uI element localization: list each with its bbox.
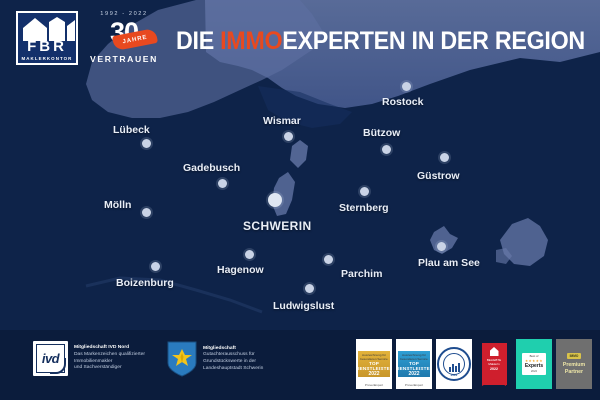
city-dot-icon [150, 261, 160, 271]
anniversary-years: 1992 - 2022 [100, 11, 148, 17]
badge-inner-card: Best of ★★★★★ Experts 2022 [521, 353, 547, 375]
brand-logo-block: FBR MAKLERKONTOR 1992 - 2022 30 JAHRE VE… [16, 10, 161, 66]
badge-caption: IMMO [566, 353, 582, 360]
city-label: Ludwigslust [273, 300, 335, 312]
membership-ivd-text: Mitgliedschaft IVD Nord Das Markenzeiche… [74, 345, 145, 371]
city-label: Güstrow [417, 170, 460, 182]
fbr-subtitle: MAKLERKONTOR [21, 56, 73, 61]
membership-gutachter-line-1: Gutachterausschuss für [203, 352, 255, 358]
city-label: SCHWERIN [243, 219, 312, 233]
ribbon-shape: BELIEBTE Maklerin 2022 [481, 343, 507, 386]
membership-ivd-line-1: Das Markenzeichen qualifizierter [74, 351, 145, 357]
city-label: Wismar [263, 115, 301, 127]
city-label: Lübeck [113, 124, 150, 136]
anniversary-badge: 1992 - 2022 30 JAHRE VERTRAUEN [87, 10, 161, 66]
headline-accent: IMMO [220, 27, 283, 55]
lake-mueritz [500, 218, 548, 266]
lake-kleine-mueritz [496, 248, 512, 264]
fbr-letters: FBR [27, 38, 67, 55]
building-roof-icon [23, 17, 75, 41]
city-dot-icon [141, 138, 151, 148]
badge-caption: Auszeichnung für besonderen Service [360, 352, 388, 361]
river-elbe [85, 276, 263, 314]
badge-source: ProvenExpert [364, 383, 384, 387]
city-dot-icon [401, 81, 411, 91]
award-badge-ribbon[interactable]: BELIEBTE Maklerin 2022 [476, 339, 512, 389]
lake-wismar-bucht [290, 140, 308, 168]
city-dot-icon [217, 178, 227, 188]
membership-ivd-title: Mitgliedschaft IVD Nord [74, 345, 130, 351]
badge-year: 2022 [408, 371, 420, 378]
city-label: Hagenow [217, 264, 264, 276]
city-label: Plau am See [418, 257, 480, 269]
headline-pre: DIE [176, 27, 221, 55]
membership-gutachter-line-3: Landeshauptstadt Schwerin [203, 365, 264, 371]
chart-bars-icon [448, 363, 460, 372]
seal-icon: 2022 [437, 347, 471, 381]
badge-band [358, 351, 390, 377]
city-dot-icon [439, 152, 449, 162]
badge-title: Premium Partner [562, 362, 586, 375]
membership-gutachter-line-2: Grundstückswerte in der [203, 359, 257, 364]
schwerin-crest-icon [167, 341, 197, 377]
star-rating-icon: ★★★★★ [524, 358, 544, 363]
award-badge-blue[interactable]: Auszeichnung für besonderen Service TOP DIE… [396, 339, 432, 389]
membership-gutachter-title: Mitgliedschaft [203, 345, 236, 351]
badge-caption: Best of [529, 354, 539, 359]
membership-ivd: ivd Mitgliedschaft IVD Nord Das Markenze… [33, 341, 145, 376]
city-dot-icon [283, 131, 293, 141]
fbr-maklerkontor-logo: FBR MAKLERKONTOR [16, 11, 78, 65]
award-badge-grey[interactable]: IMMO Premium Partner [556, 339, 592, 389]
badge-title: Experts [524, 362, 544, 369]
city-dot-icon [436, 241, 446, 251]
badge-title: TOP DIENSTLEISTER [396, 360, 432, 371]
header-bar: FBR MAKLERKONTOR 1992 - 2022 30 JAHRE VE… [0, 0, 600, 78]
membership-ivd-line-2: Immobilienmakler [74, 358, 113, 364]
badge-year: 2022 [450, 373, 458, 377]
ivd-swoosh-icon [50, 358, 66, 374]
city-dot-icon [268, 193, 282, 207]
city-label: Parchim [341, 268, 383, 280]
badge-title: TOP DIENSTLEISTER [356, 360, 392, 371]
city-label: Boizenburg [116, 277, 174, 289]
membership-ivd-line-3: und Sachverständiger [74, 365, 122, 371]
city-label: Rostock [382, 96, 424, 108]
award-badge-row: Auszeichnung für besonderen Service TOP DIE… [356, 339, 592, 389]
membership-gutachterausschuss: Mitgliedschaft Gutachterausschuss für Gr… [167, 341, 263, 377]
badge-year: 2022 [490, 367, 498, 371]
footer-bar: ivd Mitgliedschaft IVD Nord Das Markenze… [0, 330, 600, 400]
city-dot-icon [359, 186, 369, 196]
anniversary-word: VERTRAUEN [90, 54, 158, 64]
city-label: Mölln [104, 199, 132, 211]
award-badge-teal[interactable]: Best of ★★★★★ Experts 2022 [516, 339, 552, 389]
city-dot-icon [323, 254, 333, 264]
badge-caption: Auszeichnung für besonderen Service [400, 352, 428, 361]
badge-band [398, 351, 430, 377]
city-label: Gadebusch [183, 162, 241, 174]
city-label: Bützow [363, 127, 401, 139]
ivd-logo-icon: ivd [33, 341, 68, 376]
headline-post: EXPERTEN IN DER REGION [282, 27, 585, 55]
city-dot-icon [381, 144, 391, 154]
seal-inner-ring [443, 353, 465, 375]
award-badge-seal[interactable]: 2022 [436, 339, 472, 389]
city-dot-icon [304, 283, 314, 293]
badge-source: ProvenExpert [404, 383, 424, 387]
badge-year: 2022 [530, 368, 538, 373]
city-dot-icon [141, 207, 151, 217]
badge-title: BELIEBTE Maklerin [486, 358, 502, 366]
page-title: DIE IMMOEXPERTEN IN DER REGION [176, 27, 585, 56]
award-badge-gold[interactable]: Auszeichnung für besonderen Service TOP DIE… [356, 339, 392, 389]
city-label: Sternberg [339, 202, 389, 214]
water-bay [258, 86, 352, 128]
membership-gutachter-text: Mitgliedschaft Gutachterausschuss für Gr… [203, 346, 263, 372]
city-dot-icon [244, 249, 254, 259]
house-icon [489, 347, 499, 356]
badge-year: 2022 [368, 371, 380, 378]
